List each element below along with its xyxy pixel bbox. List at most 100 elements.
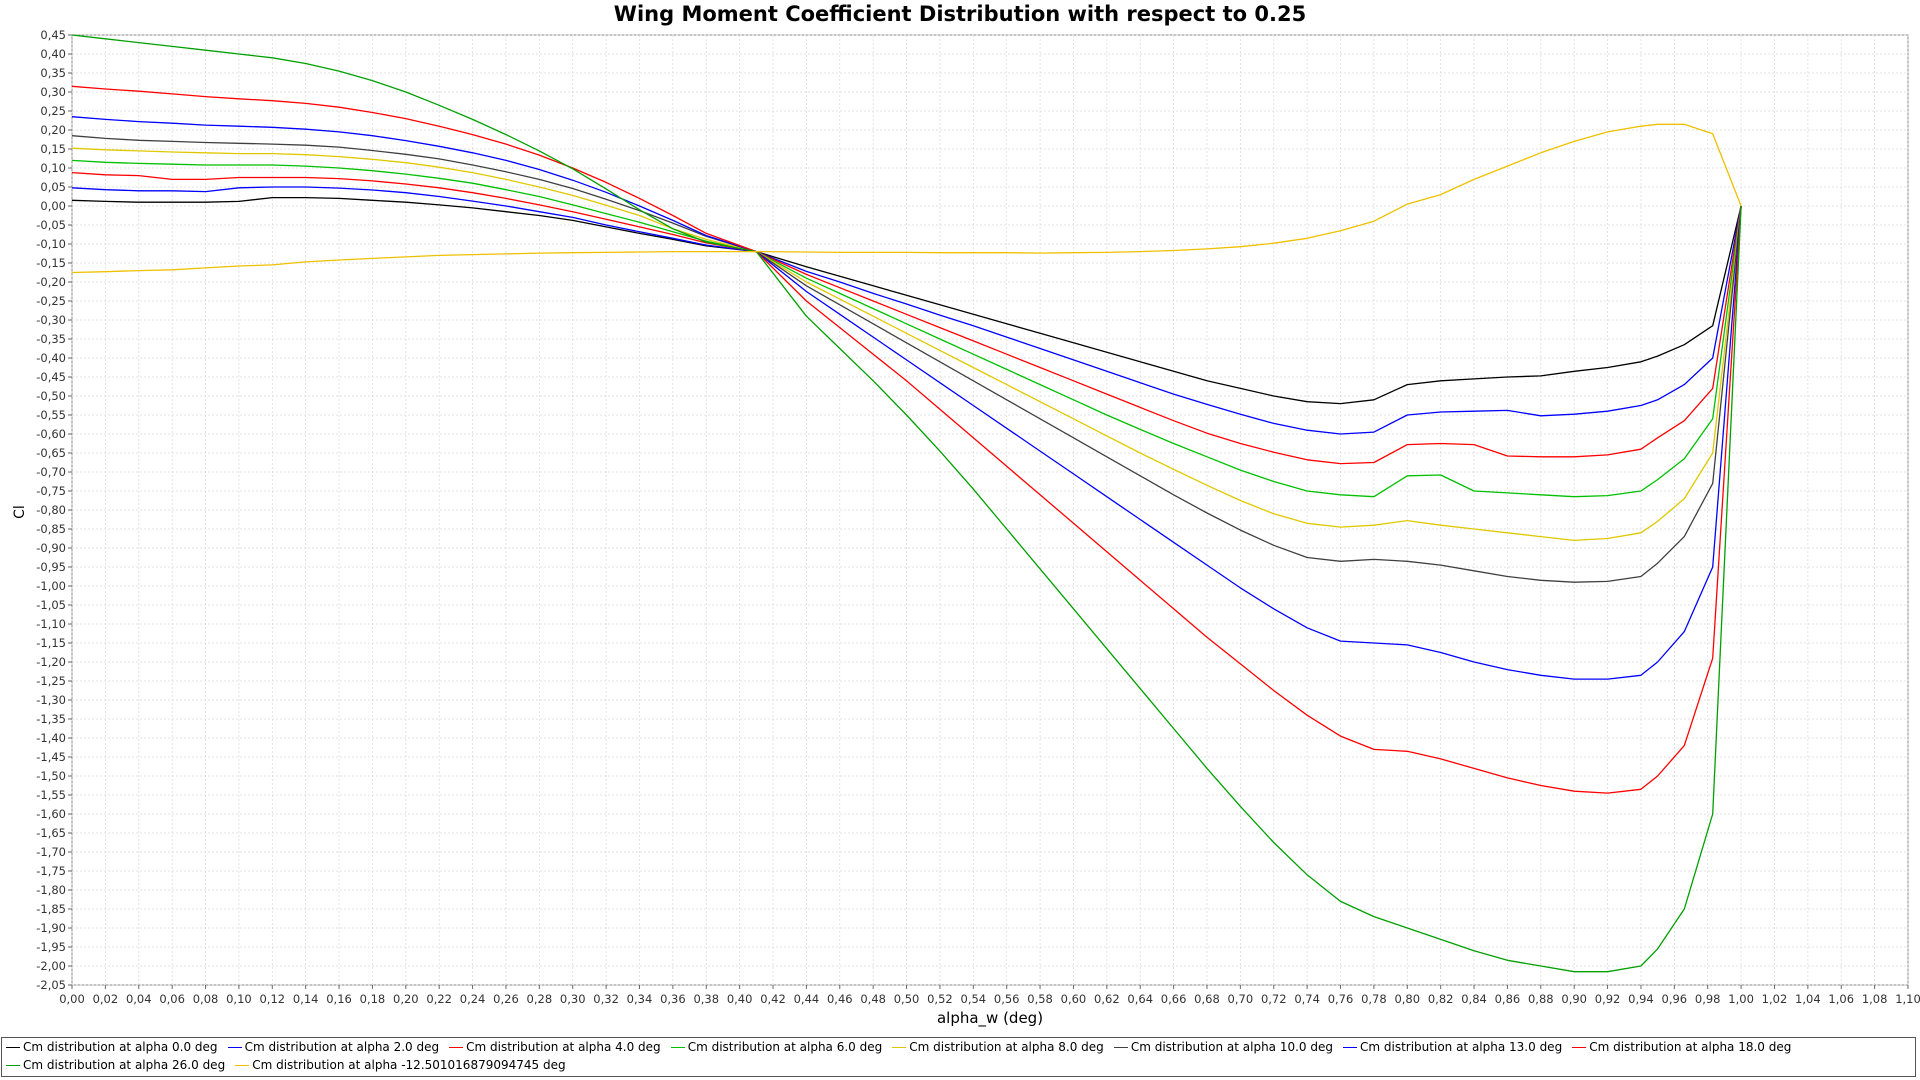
legend-item: Cm distribution at alpha 2.0 deg <box>227 1040 439 1054</box>
y-tick-label: -1,95 <box>36 940 66 954</box>
x-tick-label: 0,88 <box>1528 992 1554 1006</box>
x-tick-label: 0,24 <box>460 992 486 1006</box>
x-tick-label: 1,06 <box>1828 992 1854 1006</box>
y-tick-label: -1,80 <box>36 883 66 897</box>
x-tick-label: 1,10 <box>1895 992 1920 1006</box>
legend-swatch <box>1113 1046 1128 1048</box>
x-tick-label: 0,60 <box>1061 992 1087 1006</box>
x-tick-label: 0,68 <box>1194 992 1220 1006</box>
x-tick-label: 0,90 <box>1561 992 1587 1006</box>
x-tick-label: 0,22 <box>426 992 452 1006</box>
x-tick-label: 0,28 <box>527 992 553 1006</box>
y-tick-label: -1,65 <box>36 826 66 840</box>
y-tick-label: -1,25 <box>36 674 66 688</box>
y-tick-label: 0,30 <box>40 85 66 99</box>
y-tick-label: -1,40 <box>36 731 66 745</box>
y-tick-label: -1,70 <box>36 845 66 859</box>
x-tick-label: 0,04 <box>126 992 152 1006</box>
x-tick-label: 0,82 <box>1428 992 1454 1006</box>
x-tick-label: 0,38 <box>693 992 719 1006</box>
x-tick-label: 0,58 <box>1027 992 1053 1006</box>
legend-label: Cm distribution at alpha 13.0 deg <box>1360 1040 1563 1054</box>
y-tick-label: -1,00 <box>36 579 66 593</box>
y-tick-label: -0,45 <box>36 370 66 384</box>
y-tick-label: -2,05 <box>36 978 66 992</box>
x-tick-label: 0,94 <box>1628 992 1654 1006</box>
y-tick-label: -1,35 <box>36 712 66 726</box>
y-tick-label: -0,25 <box>36 294 66 308</box>
legend-swatch <box>449 1046 464 1048</box>
legend-label: Cm distribution at alpha 8.0 deg <box>909 1040 1104 1054</box>
y-tick-label: -1,55 <box>36 788 66 802</box>
y-tick-label: -1,10 <box>36 617 66 631</box>
x-tick-label: 0,80 <box>1394 992 1420 1006</box>
legend-label: Cm distribution at alpha 10.0 deg <box>1130 1040 1333 1054</box>
x-tick-label: 0,48 <box>860 992 886 1006</box>
y-tick-label: -0,15 <box>36 256 66 270</box>
x-tick-label: 0,46 <box>827 992 853 1006</box>
x-tick-label: 0,92 <box>1595 992 1621 1006</box>
y-tick-label: -0,50 <box>36 389 66 403</box>
x-tick-label: 0,76 <box>1328 992 1354 1006</box>
x-tick-label: 0,86 <box>1495 992 1521 1006</box>
legend-item: Cm distribution at alpha 13.0 deg <box>1343 1040 1562 1054</box>
y-tick-label: -0,90 <box>36 541 66 555</box>
x-tick-label: 0,20 <box>393 992 419 1006</box>
x-tick-label: 0,96 <box>1662 992 1688 1006</box>
x-tick-label: 0,06 <box>159 992 185 1006</box>
series-line-6 <box>71 116 1742 680</box>
x-tick-label: 0,18 <box>360 992 386 1006</box>
legend-swatch <box>1343 1046 1357 1048</box>
x-tick-label: 0,74 <box>1294 992 1320 1006</box>
y-tick-label: 0,15 <box>40 142 66 156</box>
y-tick-label: -1,50 <box>36 769 66 783</box>
y-tick-label: 0,25 <box>40 104 66 118</box>
legend-item: Cm distribution at alpha 10.0 deg <box>1113 1040 1333 1054</box>
legend-item: Cm distribution at alpha 8.0 deg <box>892 1040 1104 1054</box>
y-tick-label: -1,45 <box>36 750 66 764</box>
y-tick-label: -1,90 <box>36 921 66 935</box>
y-tick-label: -0,75 <box>36 484 66 498</box>
y-tick-label: -1,15 <box>36 636 66 650</box>
x-tick-label: 0,64 <box>1127 992 1153 1006</box>
series-line-1 <box>71 186 1742 435</box>
y-tick-label: 0,05 <box>40 180 66 194</box>
y-tick-label: -0,60 <box>36 427 66 441</box>
y-axis-label: Cl <box>12 505 28 519</box>
x-tick-label: 0,44 <box>794 992 820 1006</box>
chart-plot: -2,05 -2,00 -1,95 -1,90 -1,85 -1,80 -1,75 -1,70… <box>12 28 1920 1028</box>
x-tick-label: 1,08 <box>1862 992 1888 1006</box>
x-tick-label: 0,66 <box>1161 992 1187 1006</box>
y-tick-label: 0,00 <box>40 199 66 213</box>
y-tick-label: -0,35 <box>36 332 66 346</box>
x-tick-label: 0,16 <box>326 992 352 1006</box>
x-tick-label: 0,98 <box>1695 992 1721 1006</box>
y-tick-label: 0,40 <box>40 47 66 61</box>
x-tick-label: 0,84 <box>1461 992 1487 1006</box>
x-tick-label: 1,00 <box>1728 992 1754 1006</box>
x-tick-label: 0,10 <box>226 992 252 1006</box>
x-tick-label: 1,02 <box>1762 992 1788 1006</box>
series-line-5 <box>71 135 1742 583</box>
series-line-9 <box>71 123 1742 274</box>
y-tick-label: -1,05 <box>36 598 66 612</box>
x-tick-label: 0,02 <box>93 992 119 1006</box>
x-tick-label: 0,72 <box>1261 992 1287 1006</box>
x-tick-label: 0,08 <box>193 992 219 1006</box>
legend-label: Cm distribution at alpha 18.0 deg <box>1589 1040 1792 1054</box>
legend-swatch <box>892 1046 907 1048</box>
y-tick-label: -0,70 <box>36 465 66 479</box>
x-tick-label: 0,62 <box>1094 992 1120 1006</box>
x-tick-label: 0,56 <box>994 992 1020 1006</box>
series-line-3 <box>71 159 1742 498</box>
legend-swatch <box>235 1064 250 1066</box>
x-tick-label: 0,14 <box>293 992 319 1006</box>
legend-item: Cm distribution at alpha -12.50101687909… <box>235 1058 566 1072</box>
x-tick-label: 0,34 <box>627 992 653 1006</box>
y-tick-label: -0,65 <box>36 446 66 460</box>
y-tick-label: -0,40 <box>36 351 66 365</box>
y-tick-label: -1,85 <box>36 902 66 916</box>
y-tick-label: -1,30 <box>36 693 66 707</box>
series-line-8 <box>71 34 1742 973</box>
y-tick-label: -0,05 <box>36 218 66 232</box>
